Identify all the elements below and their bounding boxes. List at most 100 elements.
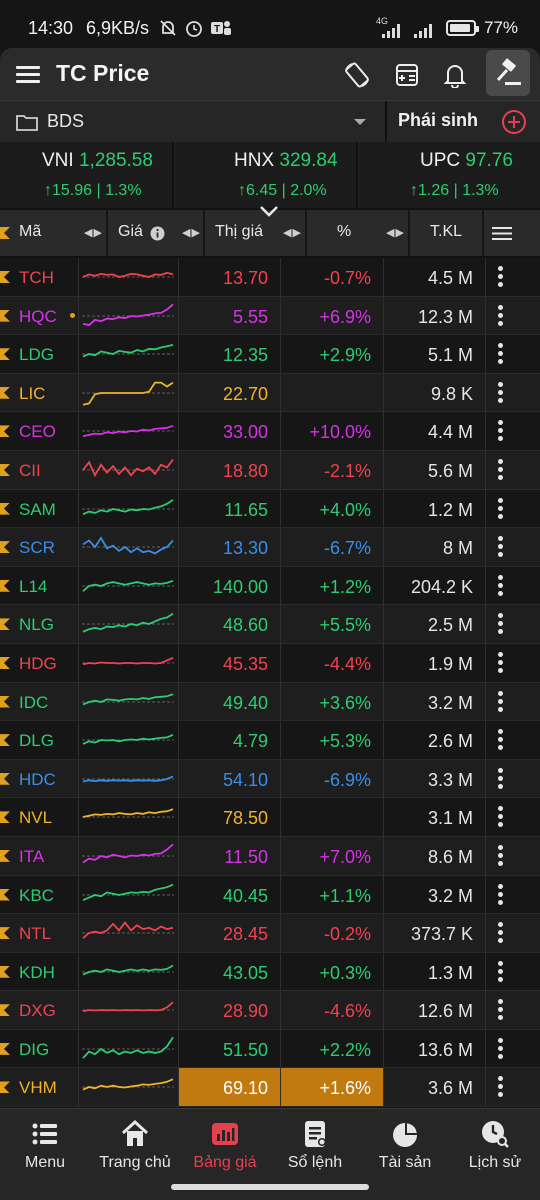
- resize-arrows-icon[interactable]: ◀▶: [182, 227, 201, 239]
- chevron-down-icon[interactable]: [258, 204, 280, 218]
- more-options-icon[interactable]: [498, 960, 504, 983]
- battery-percent: 77%: [484, 18, 519, 37]
- info-icon[interactable]: [150, 226, 165, 241]
- table-row[interactable]: ITA 11.50 +7.0% 8.6 M: [0, 836, 540, 876]
- price-highlight: [179, 1068, 280, 1107]
- watchlist-bar: BDS Phái sinh: [0, 100, 540, 143]
- table-row[interactable]: SCR 13.30 -6.7% 8 M: [0, 528, 540, 567]
- more-options-icon[interactable]: [498, 999, 504, 1021]
- table-row[interactable]: LDG 12.35 +2.9% 5.1 M: [0, 335, 540, 374]
- table-row[interactable]: KBC 40.45 +1.1% 3.2 M: [0, 875, 540, 915]
- header-percent[interactable]: %: [337, 223, 352, 240]
- sparkline-chart: [82, 344, 174, 358]
- table-row[interactable]: DLG 4.79 +5.3% 2.6 M: [0, 721, 540, 760]
- nav-menu[interactable]: Menu: [0, 1109, 90, 1189]
- nav-assets[interactable]: Tài sản: [360, 1109, 450, 1189]
- more-options-icon[interactable]: [498, 806, 504, 828]
- stock-code: DIG: [19, 1039, 50, 1059]
- stock-code: CEO: [19, 422, 56, 442]
- stock-code: VHM: [19, 1078, 57, 1098]
- derivatives-tab[interactable]: Phái sinh: [398, 110, 479, 130]
- table-row[interactable]: L14 140.00 +1.2% 204.2 K: [0, 566, 540, 606]
- table-row[interactable]: NVL 78.50 3.1 M: [0, 798, 540, 837]
- header-volume[interactable]: T.KL: [430, 223, 463, 240]
- table-row[interactable]: VHM 69.10 +1.6% 3.6 M: [0, 1068, 540, 1108]
- table-row[interactable]: HQC 5.55 +6.9% 12.3 M: [0, 296, 540, 336]
- table-row[interactable]: SAM 11.65 +4.0% 1.2 M: [0, 489, 540, 529]
- sparkline-chart: [82, 921, 174, 939]
- table-row[interactable]: CEO 33.00 +10.0% 4.4 M: [0, 412, 540, 451]
- more-options-icon[interactable]: [498, 883, 504, 906]
- sparkline-series: [82, 425, 174, 438]
- flag-marker: [0, 227, 10, 239]
- table-row[interactable]: DXG 28.90 -4.6% 12.6 M: [0, 991, 540, 1030]
- watchlist-selector[interactable]: BDS: [0, 101, 384, 143]
- home-indicator[interactable]: [171, 1184, 369, 1190]
- resize-arrows-icon[interactable]: ◀▶: [386, 227, 405, 239]
- market-price: 45.35: [222, 653, 268, 674]
- stock-code: NTL: [19, 924, 52, 944]
- flag-marker: [0, 1081, 10, 1094]
- table-row[interactable]: HDG 45.35 -4.4% 1.9 M: [0, 643, 540, 683]
- stock-code: HDC: [19, 769, 56, 789]
- alarm-icon: [186, 21, 202, 37]
- table-row[interactable]: CII 18.80 -2.1% 5.6 M: [0, 450, 540, 490]
- battery-icon: [446, 20, 479, 36]
- nav-home[interactable]: Trang chủ: [90, 1109, 180, 1189]
- total-volume: 9.8 K: [430, 383, 473, 404]
- index-change: ↑6.45 | 2.0%: [238, 182, 327, 199]
- stock-code: ITA: [19, 846, 45, 866]
- header-code[interactable]: Mã: [19, 223, 42, 240]
- more-options-icon[interactable]: [498, 922, 504, 944]
- table-row[interactable]: NLG 48.60 +5.5% 2.5 M: [0, 605, 540, 644]
- hamburger-menu-icon[interactable]: [16, 66, 40, 84]
- table-row[interactable]: HDC 54.10 -6.9% 3.3 M: [0, 759, 540, 799]
- table-row[interactable]: NTL 28.45 -0.2% 373.7 K: [0, 914, 540, 953]
- more-options-icon[interactable]: [498, 767, 504, 790]
- more-options-icon[interactable]: [498, 844, 504, 867]
- pie-chart-icon: [393, 1123, 417, 1147]
- more-options-icon[interactable]: [498, 458, 504, 481]
- more-options-icon[interactable]: [498, 497, 504, 520]
- table-row[interactable]: DIG 51.50 +2.2% 13.6 M: [0, 1029, 540, 1069]
- rotate-screen-icon[interactable]: [340, 58, 374, 92]
- header-price-chart[interactable]: Giá: [118, 223, 143, 240]
- resize-arrows-icon[interactable]: ◀▶: [84, 227, 103, 239]
- more-options-icon[interactable]: [498, 266, 504, 288]
- market-price: 4.79: [232, 731, 268, 752]
- more-options-icon[interactable]: [498, 536, 504, 558]
- nav-order-book[interactable]: Sổ lệnh: [270, 1109, 360, 1189]
- bell-icon[interactable]: [438, 58, 472, 92]
- more-options-icon[interactable]: [498, 1037, 504, 1060]
- index-upc[interactable]: UPC 97.76 ↑1.26 | 1.3%: [358, 142, 540, 208]
- more-options-icon[interactable]: [498, 1076, 504, 1098]
- more-options-icon[interactable]: [498, 420, 504, 442]
- more-options-icon[interactable]: [498, 690, 504, 713]
- nav-price-board[interactable]: Bảng giá: [180, 1109, 270, 1189]
- more-options-icon[interactable]: [498, 651, 504, 674]
- percent-change: +2.9%: [319, 345, 371, 366]
- index-hnx[interactable]: HNX 329.84 ↑6.45 | 2.0%: [174, 142, 354, 208]
- sparkline-chart: [82, 579, 174, 592]
- auction-gavel-button[interactable]: [486, 50, 530, 96]
- sparkline-chart: [82, 303, 174, 326]
- more-options-icon[interactable]: [498, 613, 504, 635]
- nav-history[interactable]: Lịch sử: [450, 1109, 540, 1189]
- table-row[interactable]: KDH 43.05 +0.3% 1.3 M: [0, 952, 540, 992]
- resize-arrows-icon[interactable]: ◀▶: [283, 227, 302, 239]
- add-circle-icon[interactable]: [502, 110, 526, 134]
- sparkline-chart: [82, 656, 174, 666]
- more-options-icon[interactable]: [498, 304, 504, 327]
- more-options-icon[interactable]: [498, 343, 504, 365]
- svg-text:T: T: [214, 24, 220, 35]
- header-market-price[interactable]: Thị giá: [215, 223, 264, 240]
- index-vni[interactable]: VNI 1,285.58 ↑15.96 | 1.3%: [0, 142, 172, 208]
- more-options-icon[interactable]: [498, 381, 504, 404]
- calculator-icon[interactable]: [390, 58, 424, 92]
- table-row[interactable]: IDC 49.40 +3.6% 3.2 M: [0, 682, 540, 722]
- table-row[interactable]: TCH 13.70 -0.7% 4.5 M: [0, 258, 540, 297]
- table-row[interactable]: LIC 22.70 9.8 K: [0, 373, 540, 413]
- more-options-icon[interactable]: [498, 574, 504, 597]
- column-settings-icon[interactable]: [492, 226, 512, 241]
- more-options-icon[interactable]: [498, 729, 504, 751]
